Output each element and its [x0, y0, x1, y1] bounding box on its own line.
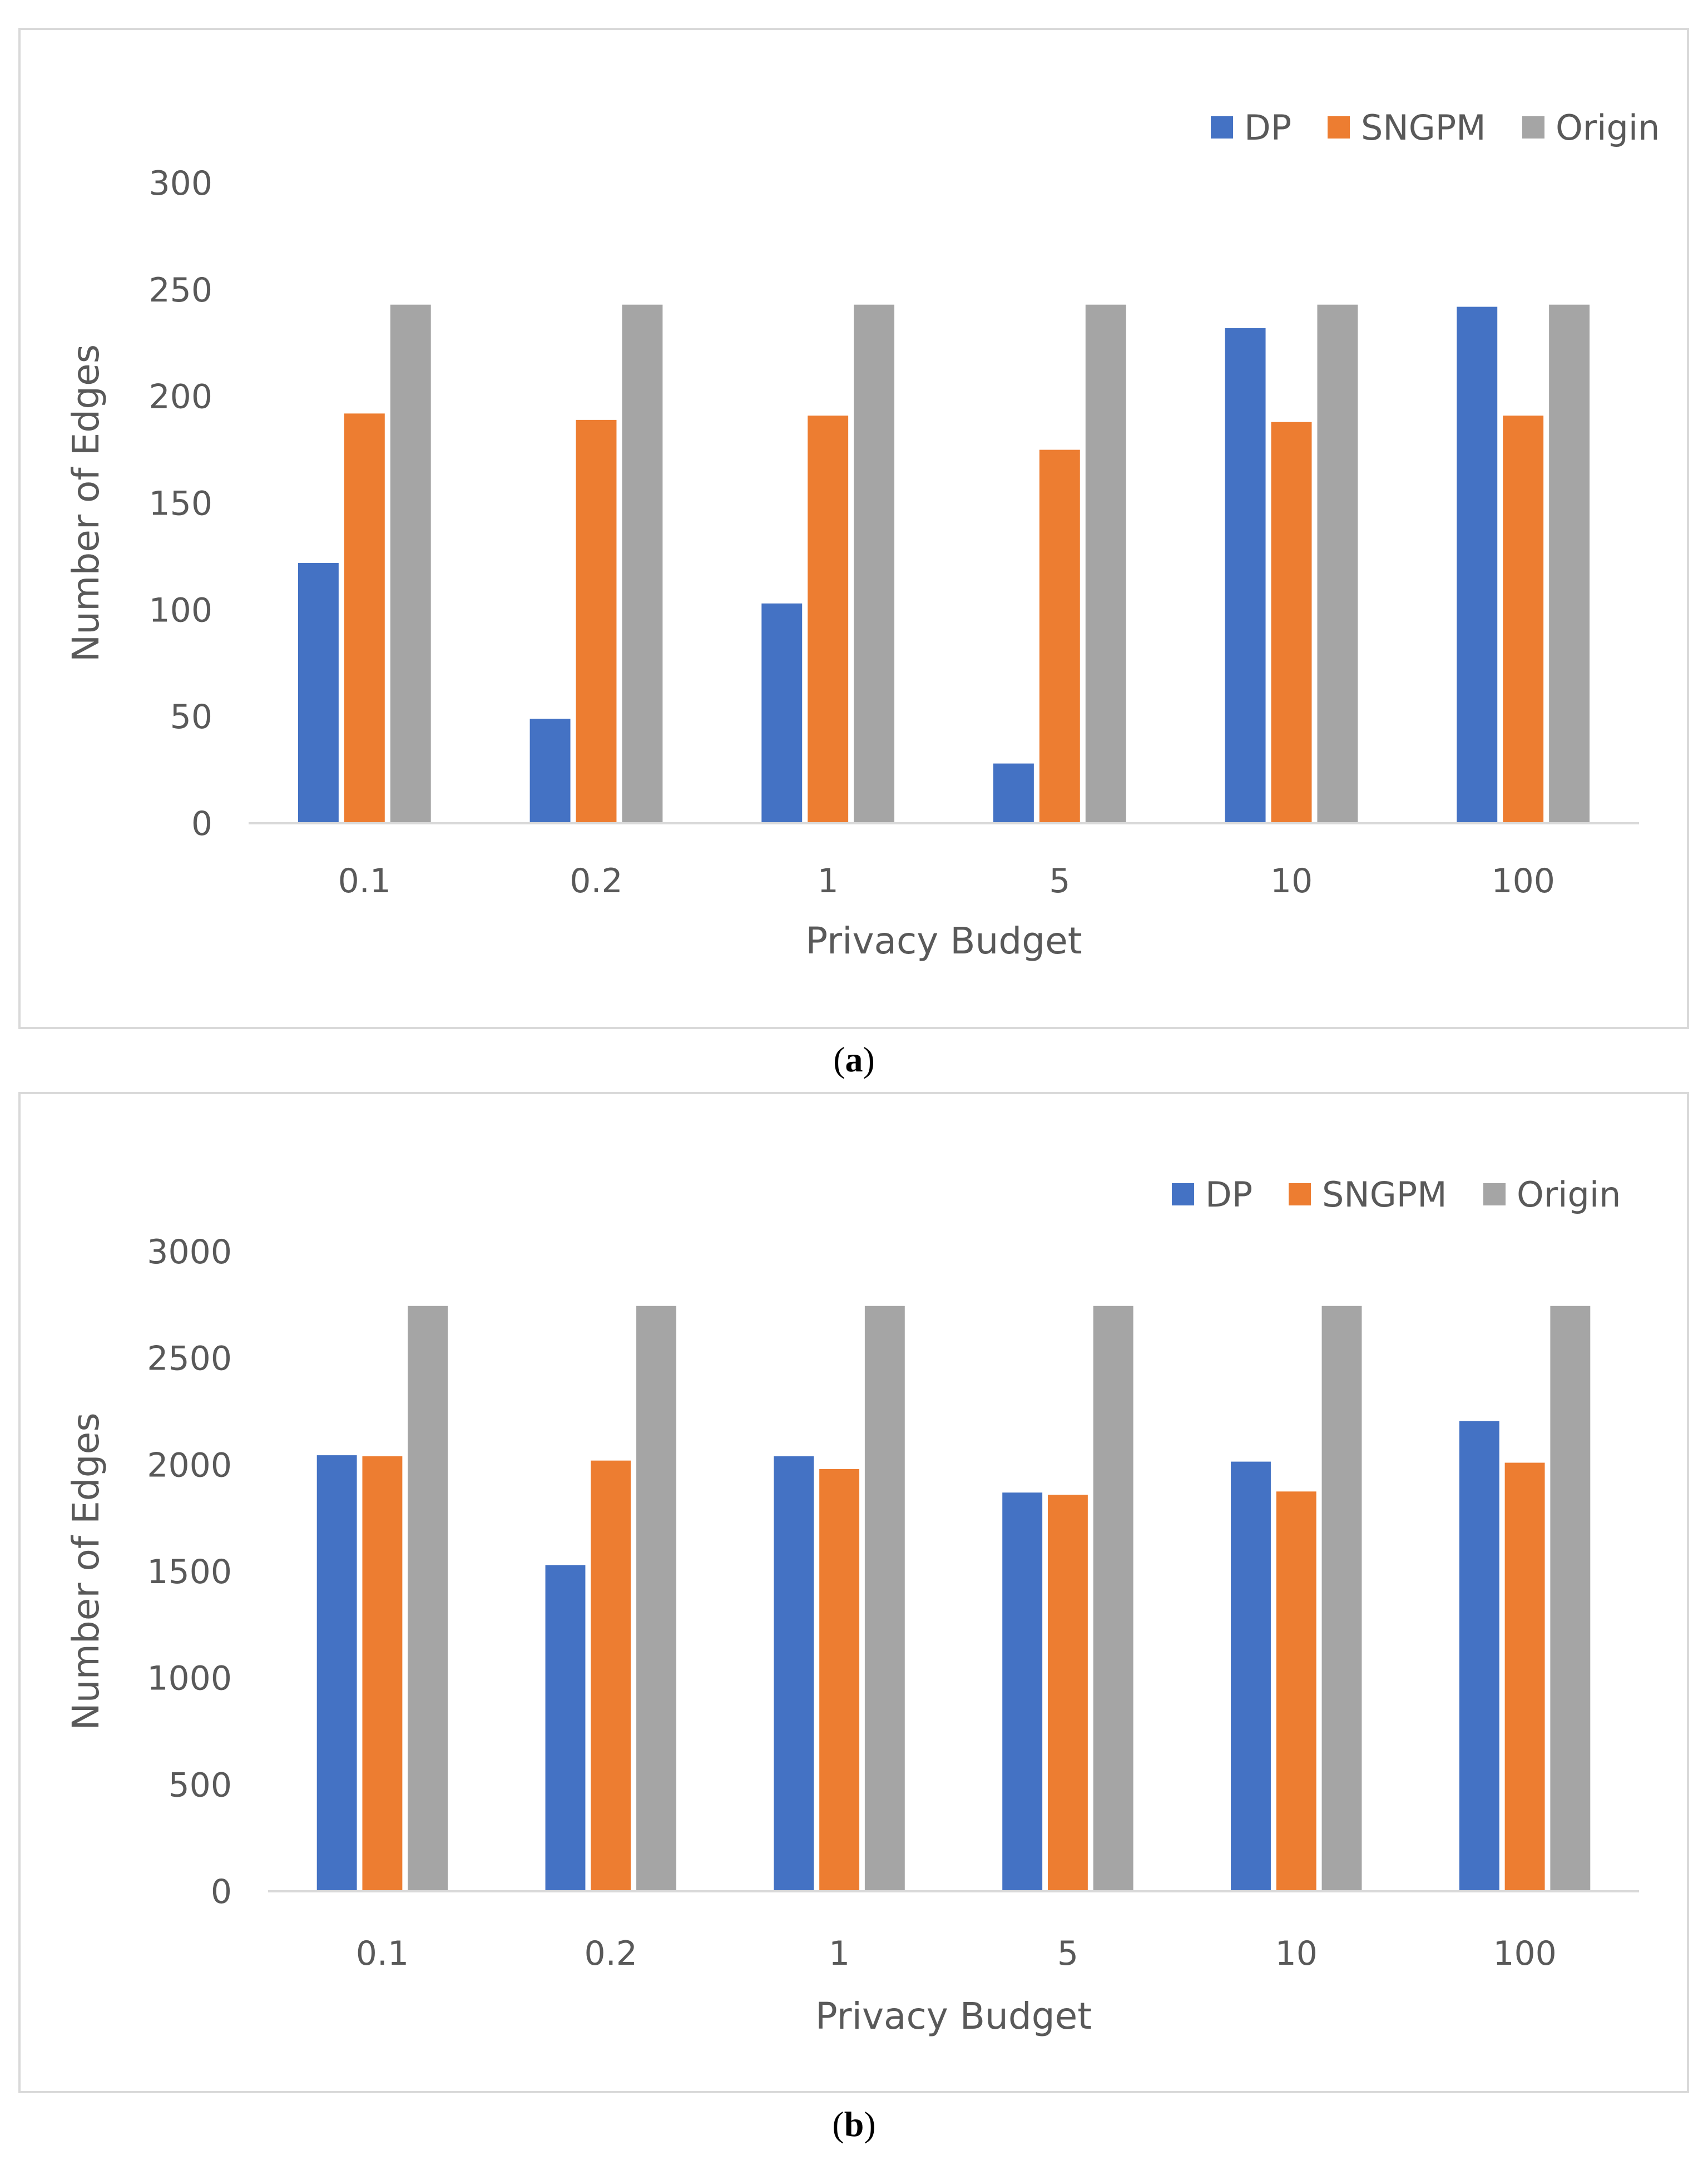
bar-dp-0.2 — [545, 1565, 586, 1891]
chart-panel-b: 0 500 1000 1500 2000 2500 3000 0.1 0.2 1 5 10 100 Pri… — [18, 1092, 1689, 2093]
y-tick-label: 150 — [148, 485, 212, 523]
bar-origin-5 — [1085, 304, 1126, 823]
y-tick-label: 50 — [170, 698, 212, 736]
caption-a: (a) — [833, 1040, 875, 1079]
legend-swatch-sngpm — [1328, 116, 1350, 139]
legend-label-sngpm: SNGPM — [1322, 1174, 1447, 1215]
y-tick-label: 1000 — [147, 1659, 232, 1698]
bar-origin-0.1 — [408, 1306, 448, 1891]
bar-dp-0.2 — [529, 719, 571, 823]
legend-swatch-origin — [1522, 116, 1544, 139]
bar-origin-0.1 — [390, 304, 431, 823]
bar-sngpm-0.2 — [591, 1460, 631, 1891]
bar-sngpm-5 — [1039, 449, 1080, 823]
bar-sngpm-1 — [819, 1469, 860, 1891]
x-tick-label: 0.2 — [570, 862, 622, 901]
x-tick-label: 5 — [1049, 862, 1070, 901]
bar-origin-5 — [1093, 1306, 1133, 1891]
bar-dp-10 — [1231, 1461, 1271, 1891]
caption-a-label: a — [845, 1040, 863, 1079]
y-tick-label: 1500 — [147, 1553, 232, 1591]
bar-origin-0.2 — [622, 304, 663, 823]
legend-label-dp: DP — [1244, 107, 1291, 148]
bar-sngpm-5 — [1047, 1495, 1088, 1891]
bar-sngpm-10 — [1276, 1491, 1316, 1891]
y-tick-label: 2500 — [147, 1339, 232, 1378]
bar-origin-100 — [1550, 1306, 1591, 1891]
bar-sngpm-0.1 — [362, 1456, 403, 1891]
bar-dp-1 — [761, 603, 803, 823]
y-axis-title: Number of Edges — [65, 1412, 107, 1730]
legend-swatch-sngpm — [1289, 1183, 1311, 1205]
bar-dp-1 — [774, 1456, 814, 1891]
bar-origin-1 — [864, 1306, 905, 1891]
bar-dp-5 — [993, 763, 1034, 823]
bar-origin-10 — [1321, 1306, 1362, 1891]
y-tick-label: 500 — [168, 1766, 232, 1805]
bar-chart-b: 0 500 1000 1500 2000 2500 3000 0.1 0.2 1 5 10 100 Pri… — [65, 1174, 1639, 2038]
x-tick-label: 0.2 — [585, 1934, 637, 1973]
legend-swatch-origin — [1483, 1183, 1506, 1205]
y-tick-label: 300 — [148, 164, 212, 203]
bar-sngpm-0.1 — [344, 413, 385, 823]
bar-sngpm-1 — [808, 416, 849, 823]
y-tick-label: 100 — [148, 591, 212, 630]
bar-sngpm-10 — [1271, 422, 1312, 823]
x-tick-label: 5 — [1057, 1934, 1078, 1973]
x-tick-label: 100 — [1493, 1934, 1557, 1973]
legend-label-origin: Origin — [1556, 107, 1660, 148]
bar-dp-10 — [1225, 328, 1266, 823]
x-axis-title: Privacy Budget — [815, 1995, 1092, 2038]
bar-origin-10 — [1317, 304, 1358, 823]
bar-dp-0.1 — [316, 1455, 357, 1891]
legend-swatch-dp — [1211, 116, 1233, 139]
y-tick-label: 200 — [148, 378, 212, 417]
chart-panel-a: 0 50 100 150 200 250 300 0.1 0.2 1 5 10 100 Privacy B… — [18, 28, 1689, 1029]
bar-origin-0.2 — [636, 1306, 676, 1891]
bar-dp-0.1 — [298, 562, 339, 823]
y-tick-label: 250 — [148, 271, 212, 310]
y-tick-label: 2000 — [147, 1446, 232, 1485]
bar-sngpm-100 — [1504, 1462, 1545, 1891]
x-tick-label: 10 — [1275, 1934, 1318, 1973]
y-tick-label: 0 — [191, 804, 212, 843]
caption-b: (b) — [832, 2104, 876, 2144]
bar-dp-100 — [1459, 1421, 1499, 1891]
x-tick-label: 100 — [1491, 862, 1555, 901]
x-tick-label: 10 — [1270, 862, 1313, 901]
y-tick-label: 0 — [211, 1872, 232, 1911]
bar-origin-100 — [1549, 304, 1590, 823]
bar-sngpm-0.2 — [576, 419, 617, 823]
legend-label-sngpm: SNGPM — [1361, 107, 1486, 148]
x-tick-label: 1 — [818, 862, 839, 901]
x-tick-label: 0.1 — [338, 862, 391, 901]
y-axis-title: Number of Edges — [65, 344, 107, 662]
legend-label-dp: DP — [1205, 1174, 1252, 1215]
caption-b-label: b — [844, 2104, 864, 2144]
bar-sngpm-100 — [1503, 416, 1544, 823]
bar-chart-a: 0 50 100 150 200 250 300 0.1 0.2 1 5 10 100 Privacy B… — [65, 107, 1660, 962]
x-axis-title: Privacy Budget — [805, 920, 1082, 962]
bar-origin-1 — [854, 304, 895, 823]
y-tick-label: 3000 — [147, 1233, 232, 1272]
legend-label-origin: Origin — [1517, 1174, 1621, 1215]
bar-dp-5 — [1002, 1492, 1043, 1891]
legend-swatch-dp — [1172, 1183, 1194, 1205]
x-tick-label: 1 — [829, 1934, 850, 1973]
bar-dp-100 — [1457, 307, 1498, 823]
x-tick-label: 0.1 — [356, 1934, 409, 1973]
